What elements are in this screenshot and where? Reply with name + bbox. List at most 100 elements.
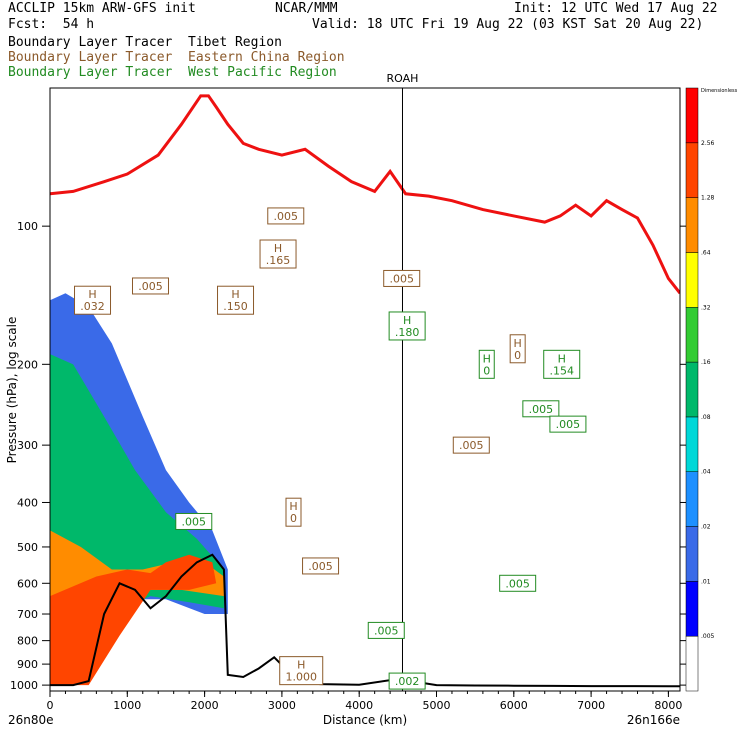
svg-text:H: H	[231, 288, 239, 301]
legend-eastern-china: Boundary Layer Tracer Eastern China Regi…	[8, 50, 345, 65]
y-tick-label: 100	[17, 220, 38, 233]
eastern-china-contour-label-8: H0	[285, 497, 302, 527]
eastern-china-contour-label-2: .005	[383, 269, 421, 287]
colorbar-swatch	[685, 87, 699, 144]
colorbar-swatch	[685, 526, 699, 582]
svg-text:H: H	[514, 337, 522, 350]
tibet-tracer-shade-3	[50, 554, 217, 686]
west-pacific-contour-label-4: .005	[175, 512, 213, 530]
colorbar-swatch	[685, 252, 699, 308]
y-tick-label: 300	[17, 439, 38, 452]
eastern-china-contour-label-3: .005	[452, 436, 490, 454]
roah-marker-label: ROAH	[387, 72, 419, 85]
right-endpoint-label: 26n166e	[627, 713, 680, 727]
model-title: ACCLIP 15km ARW-GFS init	[8, 1, 196, 16]
init-time: Init: 12 UTC Wed 17 Aug 22	[514, 1, 718, 16]
svg-text:0: 0	[514, 349, 521, 362]
west-pacific-contour-label-8: H.180	[388, 311, 426, 341]
svg-text:0: 0	[290, 512, 297, 525]
plot-layers: ROAH.005.005.005.005.005H.165H.150H.032H…	[50, 72, 680, 691]
svg-text:.005: .005	[138, 280, 163, 293]
y-tick-label: 500	[17, 541, 38, 554]
svg-text:H: H	[483, 352, 491, 365]
colorbar-label: .32	[701, 304, 711, 311]
eastern-china-contour-label-6: H.150	[217, 285, 255, 315]
eastern-china-contour-label-5: H.165	[259, 239, 297, 269]
west-pacific-contour-label-6: H0	[478, 349, 495, 379]
svg-text:.002: .002	[395, 675, 420, 688]
colorbar-swatch	[685, 307, 699, 363]
x-axis: 0 1000 2000 3000 4000 5000 6000 7000 8000	[47, 691, 682, 712]
svg-text:.005: .005	[182, 515, 207, 528]
svg-text:.005: .005	[374, 624, 399, 637]
svg-text:.005: .005	[308, 560, 333, 573]
x-tick-label: 5000	[423, 699, 451, 712]
svg-text:.005: .005	[529, 403, 554, 416]
eastern-china-contour-label-1: .005	[131, 277, 169, 295]
colorbar-label: .01	[701, 578, 711, 585]
svg-text:.005: .005	[505, 577, 530, 590]
svg-text:H: H	[297, 659, 305, 672]
legend-west-pacific: Boundary Layer Tracer West Pacific Regio…	[8, 65, 337, 80]
left-endpoint-label: 26n80e	[8, 713, 54, 727]
colorbar-swatch	[685, 635, 699, 692]
colorbar-title: Dimensionless	[701, 88, 738, 94]
west-pacific-contour-label-1: .005	[549, 415, 587, 433]
west-pacific-contour-label-7: H.154	[543, 349, 581, 379]
svg-text:.005: .005	[556, 418, 581, 431]
x-tick-label: 4000	[345, 699, 373, 712]
plot-frame	[49, 87, 681, 692]
y-tick-label: 400	[17, 496, 38, 509]
svg-text:H: H	[403, 314, 411, 327]
eastern-china-contour-label-7: H.032	[74, 285, 112, 315]
colorbar-swatch	[685, 471, 699, 527]
x-tick-label: 1000	[113, 699, 141, 712]
svg-text:.005: .005	[274, 210, 299, 223]
svg-text:.032: .032	[80, 300, 105, 313]
legend-tibet: Boundary Layer Tracer Tibet Region	[8, 35, 282, 50]
eastern-china-contour-label-10: H1.000	[279, 656, 324, 686]
colorbar-label: 2.56	[701, 140, 715, 147]
center-title: NCAR/MMM	[275, 1, 338, 16]
colorbar-label: .02	[701, 524, 711, 531]
y-tick-label: 200	[17, 358, 38, 371]
svg-text:0: 0	[483, 364, 490, 377]
x-tick-label: 6000	[500, 699, 528, 712]
terrain-line	[50, 553, 680, 688]
tropopause-line	[50, 94, 680, 295]
colorbar-swatch	[685, 361, 699, 418]
colorbar-label: 1.28	[701, 195, 715, 202]
x-axis-label: Distance (km)	[323, 713, 407, 727]
west-pacific-contour-label-3: .005	[367, 621, 405, 639]
svg-text:H: H	[558, 352, 566, 365]
forecast-hour: Fcst: 54 h	[8, 17, 95, 32]
svg-text:H: H	[274, 242, 282, 255]
svg-text:H: H	[289, 500, 297, 513]
svg-text:.180: .180	[395, 326, 420, 339]
colorbar-label: .64	[701, 249, 711, 256]
svg-text:.005: .005	[459, 439, 484, 452]
eastern-china-contour-label-0: .005	[267, 207, 305, 225]
colorbar-label: .16	[701, 359, 711, 366]
svg-text:1.000: 1.000	[285, 671, 317, 684]
svg-text:.005: .005	[389, 272, 414, 285]
colorbar-swatch	[685, 581, 699, 637]
west-pacific-contour-label-2: .005	[499, 574, 537, 592]
y-tick-label: 900	[17, 658, 38, 671]
svg-text:.150: .150	[223, 300, 248, 313]
eastern-china-contour-label-9: H0	[509, 334, 526, 364]
x-tick-label: 0	[47, 699, 54, 712]
valid-time: Valid: 18 UTC Fri 19 Aug 22 (03 KST Sat …	[312, 17, 704, 32]
eastern-china-contour-label-4: .005	[302, 557, 340, 575]
y-tick-label: 700	[17, 608, 38, 621]
colorbar-swatch	[685, 197, 699, 253]
colorbar: .005 .01 .02 .04 .08 .16 .32 .64 1.28 2.56 Dimensi…	[685, 87, 738, 692]
colorbar-label: .08	[701, 414, 711, 421]
west-pacific-contour-label-0: .005	[522, 400, 560, 418]
west-pacific-contour-label-5: .002	[388, 672, 426, 690]
x-tick-label: 2000	[191, 699, 219, 712]
y-axis-label: Pressure (hPa), log scale	[5, 317, 19, 464]
svg-text:.165: .165	[266, 254, 291, 267]
colorbar-swatch	[685, 142, 699, 198]
